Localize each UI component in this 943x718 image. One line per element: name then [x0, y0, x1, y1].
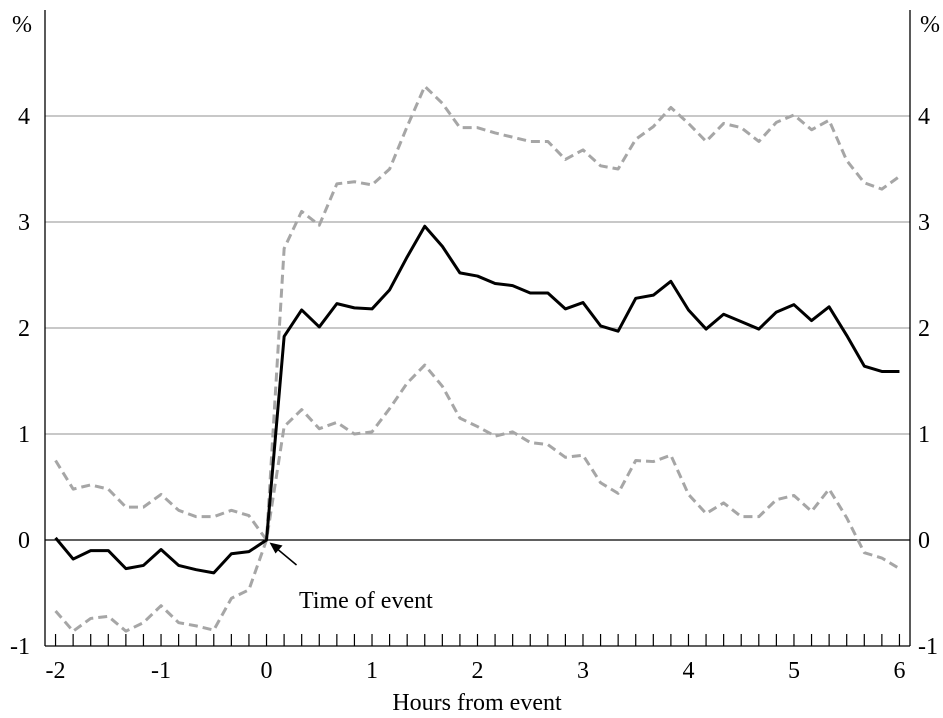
x-tick-label: 6 [893, 658, 905, 684]
x-tick-label: -2 [46, 658, 66, 684]
grid-lines [45, 115, 910, 435]
series-line-0 [54, 224, 900, 575]
series-line-2 [54, 363, 901, 633]
annotation-arrowhead [269, 542, 283, 554]
y-tick-label-left: 1 [18, 422, 30, 448]
tick-labels: -2 -1 0 1 2 3 4 5 6 -1 -1 0 0 1 1 2 2 3 3 4 4 [10, 104, 938, 684]
x-tick-label: 5 [788, 658, 800, 684]
y-tick-label-left: 3 [18, 210, 30, 236]
y-tick-label-right: 2 [918, 316, 930, 342]
x-tick-label: -1 [151, 658, 171, 684]
x-tick-label: 2 [472, 658, 484, 684]
y-tick-label-left: 2 [18, 316, 30, 342]
y-tick-label-right: 1 [918, 422, 930, 448]
x-tick-label: 3 [577, 658, 589, 684]
annotation-group: Time of event [269, 542, 433, 614]
series-line-1 [54, 84, 901, 542]
x-axis-title: Hours from event [392, 690, 562, 716]
y-tick-label-left: -1 [10, 634, 30, 660]
y-tick-label-left: 0 [18, 528, 30, 554]
y-tick-label-right: 4 [918, 104, 930, 130]
x-tick-label: 1 [366, 658, 378, 684]
y-tick-label-right: 3 [918, 210, 930, 236]
x-tick-label: 0 [261, 658, 273, 684]
tick-marks [54, 634, 901, 646]
series-lines [54, 84, 901, 633]
x-tick-label: 4 [682, 658, 694, 684]
annotation-label: Time of event [299, 588, 433, 614]
y-unit-left: % [12, 12, 32, 38]
y-unit-right: % [920, 12, 940, 38]
y-tick-label-left: 4 [18, 104, 30, 130]
y-tick-label-right: 0 [918, 528, 930, 554]
y-tick-label-right: -1 [918, 634, 938, 660]
